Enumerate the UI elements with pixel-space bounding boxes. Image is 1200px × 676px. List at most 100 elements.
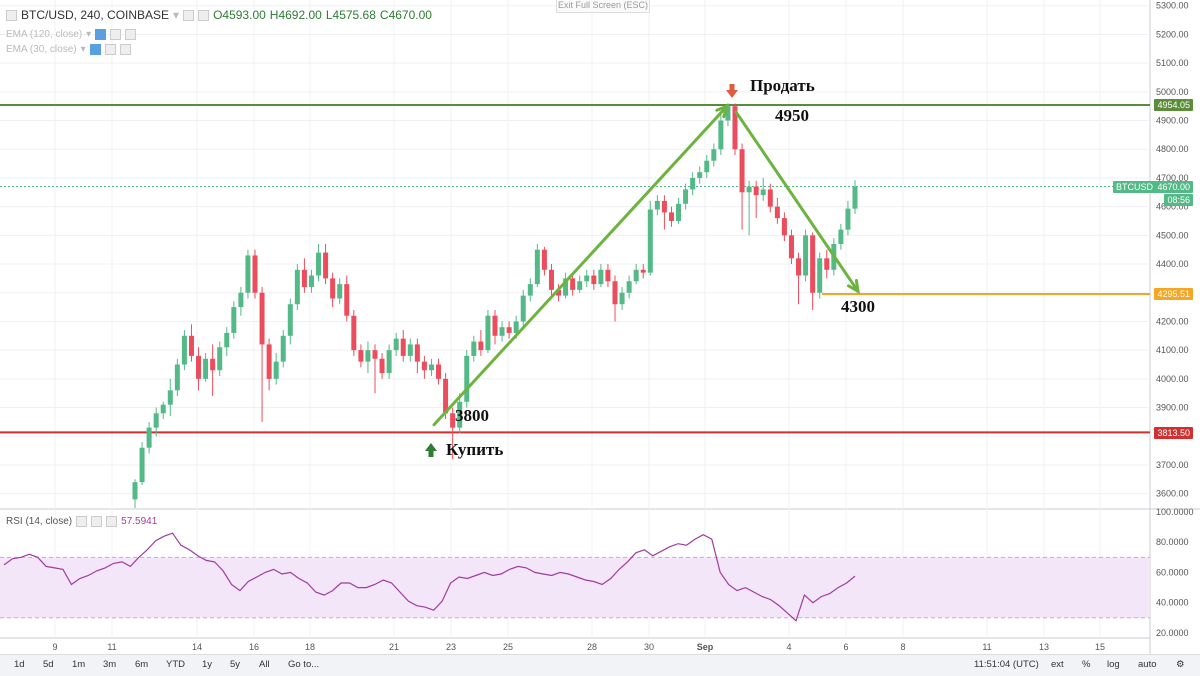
candle-body (548, 269, 554, 290)
candle-body (563, 278, 569, 296)
candle-body (337, 284, 343, 299)
range-5y[interactable]: 5y (230, 659, 241, 670)
uptrend-arrow (432, 104, 729, 427)
candle-body (139, 447, 145, 483)
candle-body (591, 275, 597, 285)
candle-body (760, 189, 766, 196)
y-tick-label: 3900.00 (1156, 403, 1189, 413)
x-tick-label: 8 (900, 642, 905, 652)
candle-body (739, 149, 745, 193)
countdown-tag: 08:56 (1164, 194, 1193, 206)
candle-body (231, 307, 237, 333)
candle-body (612, 281, 618, 305)
auto-toggle[interactable]: auto (1138, 659, 1157, 670)
rsi-tick-label: 40.0000 (1156, 598, 1189, 608)
candle-body (598, 269, 604, 285)
ema-120-dropdown-icon[interactable]: ▾ (86, 29, 92, 40)
current-price-tag: 4670.00 (1154, 181, 1193, 193)
ema-120-close-icon[interactable] (125, 29, 137, 40)
candle-body (852, 186, 858, 209)
buy-arrow-icon (425, 443, 437, 451)
range-5d[interactable]: 5d (43, 659, 54, 670)
range-1m[interactable]: 1m (72, 659, 86, 670)
range-all[interactable]: All (259, 659, 270, 670)
y-tick-label: 3700.00 (1156, 460, 1189, 470)
buy-annotation: Купить (446, 440, 504, 459)
range-3m[interactable]: 3m (103, 659, 117, 670)
y-tick-label: 4600.00 (1156, 202, 1189, 212)
symbol-legend: BTC/USD, 240, COINBASE ▾ O4593.00 H4692.… (6, 8, 432, 22)
rsi-value: 57.5941 (121, 516, 158, 527)
x-tick-label: 9 (52, 642, 57, 652)
x-tick-label: 6 (843, 642, 848, 652)
candle-body (443, 378, 449, 414)
candle-body (330, 278, 336, 299)
utc-time: 11:51:04 (UTC) (974, 659, 1039, 670)
ema-120-indicator[interactable]: EMA (120, close) ▾ (6, 29, 137, 40)
candle-body (160, 404, 166, 414)
candle-body (146, 427, 152, 448)
x-tick-label: 11 (982, 642, 991, 652)
legend-dropdown-icon[interactable]: ▾ (173, 8, 180, 22)
candle-body (661, 200, 667, 213)
ema-120-settings-icon[interactable] (110, 29, 122, 40)
low-value: L4575.68 (325, 8, 376, 22)
rsi-line (3, 532, 856, 622)
candle-body (203, 358, 209, 379)
ema-120-eye-icon[interactable] (95, 29, 107, 40)
candle-body (400, 338, 406, 356)
go-to-button[interactable]: Go to... (288, 659, 320, 670)
red-line-price-tag: 3813.50 (1154, 427, 1193, 439)
candle-body (450, 413, 456, 428)
candle-body (181, 335, 187, 365)
top-line-price-tag: 4954.05 (1154, 99, 1193, 111)
candle-body (217, 347, 223, 371)
range-6m[interactable]: 6m (135, 659, 149, 670)
settings-square-icon[interactable] (183, 9, 195, 21)
candle-body (414, 344, 420, 362)
rsi-tick-label: 80.0000 (1156, 537, 1189, 547)
candle-body (506, 327, 512, 333)
candle-body (577, 281, 583, 290)
y-tick-label: 4700.00 (1156, 173, 1189, 183)
candle-body (690, 177, 696, 190)
range-1y[interactable]: 1y (202, 659, 213, 670)
ema-30-dropdown-icon[interactable]: ▾ (80, 44, 86, 55)
settings-gear-icon[interactable]: ⚙ (1176, 659, 1185, 670)
downtrend-arrow (734, 110, 860, 293)
hide-square-icon[interactable] (198, 9, 210, 21)
sell-annotation: Продать (750, 76, 815, 95)
collapse-icon[interactable] (6, 9, 17, 21)
candle-body (556, 289, 562, 296)
ema-30-close-icon[interactable] (119, 44, 131, 55)
candle-body (499, 327, 505, 336)
candle-body (471, 341, 477, 356)
ema-30-indicator[interactable]: EMA (30, close) ▾ (6, 44, 131, 55)
rsi-settings-icon[interactable] (91, 516, 103, 527)
candle-body (534, 249, 540, 285)
candle-body (788, 235, 794, 259)
ext-toggle[interactable]: ext (1051, 659, 1064, 670)
ema-30-eye-icon[interactable] (89, 44, 101, 55)
rsi-eye-icon[interactable] (76, 516, 88, 527)
percent-toggle[interactable]: % (1082, 659, 1091, 670)
candle-body (824, 258, 830, 270)
log-toggle[interactable]: log (1107, 659, 1120, 670)
rsi-close-icon[interactable] (106, 516, 118, 527)
candle-body (436, 364, 442, 379)
range-ytd[interactable]: YTD (166, 659, 185, 670)
sell-arrow-icon (726, 90, 738, 98)
x-tick-label: 16 (249, 642, 259, 652)
chart-svg[interactable]: 9 11 14 16 18 21 23 25 28 30 Sep 4 6 8 11 13 15 3600.00 37… (0, 0, 1200, 654)
exit-fullscreen-button[interactable]: Exit Full Screen (ESC) (556, 0, 650, 13)
ema-30-settings-icon[interactable] (104, 44, 116, 55)
y-tick-label: 5200.00 (1156, 29, 1189, 39)
bottom-toolbar: 1d 5d 1m 3m 6m YTD 1y 5y All Go to... 11… (0, 654, 1200, 676)
candle-body (838, 229, 844, 244)
candle-body (647, 209, 653, 273)
range-1d[interactable]: 1d (14, 659, 25, 670)
candle-body (781, 218, 787, 236)
candle-body (308, 275, 314, 288)
candle-body (541, 249, 547, 270)
candle-body (365, 350, 371, 362)
